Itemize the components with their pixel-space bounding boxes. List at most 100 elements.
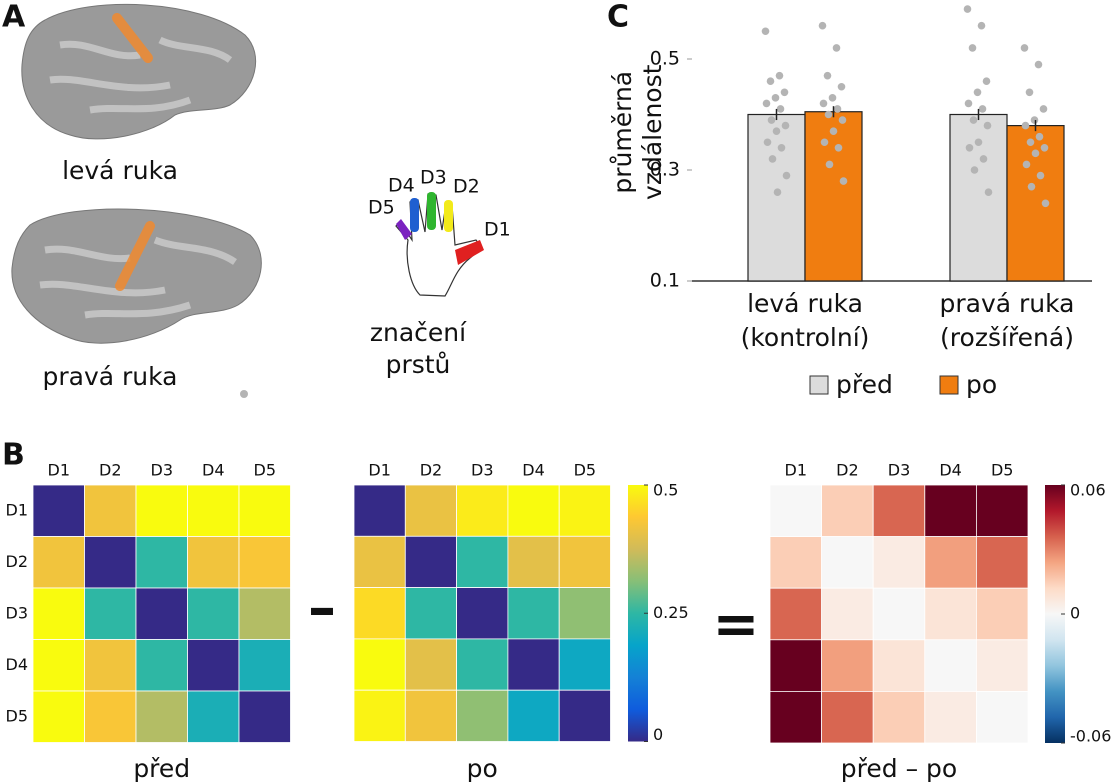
heatmap-cell [238,587,291,640]
heatmap-cell [404,484,457,537]
bar [804,111,863,282]
data-point [973,88,982,97]
heatmap-cell [456,535,509,588]
finger-label: D3 [420,167,447,189]
data-point [775,71,784,80]
x-tick-label: (rozšířená) [940,323,1074,352]
legend-swatch [939,375,959,395]
x-tick-label: (kontrolní) [741,323,870,352]
data-point [837,82,846,91]
data-point [965,144,974,152]
column-label: D4 [939,461,962,480]
colorbar-tick-label: 0 [1070,604,1080,623]
data-point [964,99,973,108]
brain-sulci [49,36,233,114]
heatmap-cell [353,535,406,588]
column-label: D2 [836,461,859,480]
y-axis-label: průměrná [608,71,637,194]
data-point [762,99,771,108]
colorbar-tick-label: 0 [653,725,663,744]
heatmap-cell [187,587,240,640]
data-point [968,44,977,52]
heatmap-cell [924,536,977,589]
row-label: D5 [6,706,29,725]
heatmap-cell [872,536,926,589]
heatmap-cell [135,536,188,589]
heatmap-cell [769,536,822,589]
data-point [1025,88,1034,97]
heatmap-cell [84,690,137,743]
panel-label: C [607,0,629,35]
data-point [1040,144,1049,152]
heatmap-cell [558,638,611,691]
heatmap-cell [135,587,188,640]
data-point [1021,121,1030,130]
heatmap-cell [507,484,560,537]
colorbar-tick-label: 0.5 [653,481,678,500]
heatmap-cell [238,536,291,589]
data-point [838,116,847,124]
heatmap-cell [32,639,85,692]
heatmap-cell [821,536,874,589]
data-point [828,94,837,102]
heatmap-cell [135,484,188,537]
column-label: D1 [785,461,808,480]
heatmap-cell [238,690,291,743]
column-label: D5 [574,461,597,480]
heatmap-cell [404,587,457,640]
heatmap-cell [84,587,137,640]
data-point [1035,132,1044,141]
row-label: D4 [6,655,29,674]
brain-highlight [112,13,153,63]
finger-d1 [455,240,484,265]
heatmap-cell [84,484,137,537]
data-point [824,110,833,119]
finger-label: D4 [388,175,415,197]
brain-highlight [115,221,155,291]
data-point [768,155,777,163]
column-label: D4 [202,461,225,480]
x-tick-label: levá ruka [747,289,863,318]
hand-caption: značení [370,318,467,347]
colorbar-tick-label: 0.25 [653,603,689,622]
data-point [820,138,829,147]
heatmap-cell [558,535,611,588]
heatmap-cell [769,484,822,537]
heatmap-cell [187,536,240,589]
data-point [1031,149,1040,158]
finger-d2 [444,200,453,232]
heatmap-cell [456,484,509,537]
data-point [771,94,780,102]
heatmap-cell [507,587,560,640]
brain-label: levá ruka [62,156,178,185]
heatmap-cell [32,536,85,589]
data-point [982,77,991,85]
heatmap-cell [353,484,406,537]
heatmap-cell [769,691,822,744]
column-label: D4 [522,461,545,480]
data-point [1020,44,1029,52]
stray-dot [240,390,248,398]
heatmap-cell [976,484,1029,537]
heatmap-cell [976,536,1029,589]
bar [1006,124,1065,282]
data-point [1034,60,1043,69]
data-point [963,5,972,13]
data-point [829,127,838,135]
heatmap-cell [769,639,822,692]
brain-top [21,3,257,140]
brain-sulci [39,236,237,319]
heatmap-cell [507,535,560,588]
heatmap-cell [135,639,188,692]
data-point [1022,160,1031,169]
data-point [977,21,986,30]
heatmap-cell [976,639,1029,692]
data-point [1030,116,1039,124]
data-point [782,171,791,180]
heatmap-cell [924,639,977,692]
heatmap-cell [135,690,188,743]
data-point [761,27,770,36]
column-label: D3 [888,461,911,480]
